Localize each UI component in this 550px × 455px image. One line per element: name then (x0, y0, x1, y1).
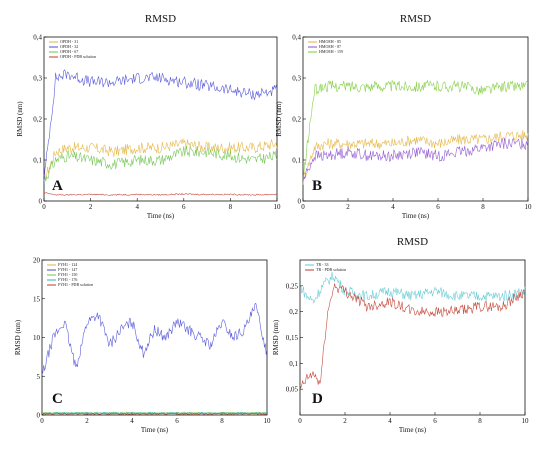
panel-d: RMSD 0 2 4 6 8 10 0,05 0,1 0,15 0,2 0,25 Time (ns) RM… (272, 236, 529, 434)
legend-label: FYH1 - 150 (58, 272, 77, 277)
x-tick-label: 2 (343, 417, 347, 425)
x-tick-label: 10 (274, 203, 282, 211)
x-tick-label: 10 (264, 417, 272, 425)
legend-label: OPDH - PDB solution (60, 54, 96, 59)
x-tick-label: 8 (478, 417, 482, 425)
y-tick-label: 0 (37, 412, 41, 420)
legend-label: FYH1 - 124 (58, 262, 77, 267)
y-tick-label: 15 (33, 295, 41, 303)
series-line-2 (302, 137, 529, 182)
y-tick-label: 0,25 (286, 282, 299, 290)
x-tick-label: 2 (89, 203, 93, 211)
y-tick-label: 0,3 (33, 75, 42, 83)
legend-label: TR - PDB solution (316, 267, 346, 272)
legend-label: OPDH - 32 (60, 44, 78, 49)
x-tick-label: 4 (388, 417, 392, 425)
series-line-3 (43, 145, 278, 182)
x-tick-label: 2 (346, 203, 350, 211)
x-tick-label: 0 (42, 203, 46, 211)
panel-letter: A (52, 178, 63, 194)
x-tick-label: 10 (522, 417, 530, 425)
x-tick-label: 6 (175, 417, 179, 425)
y-tick-label: 0,1 (292, 157, 301, 165)
x-tick-label: 4 (130, 417, 134, 425)
panel-letter: B (312, 178, 322, 194)
chart-title: RMSD (145, 13, 176, 25)
series-line-1 (43, 138, 278, 182)
x-tick-label: 0 (301, 203, 305, 211)
y-tick-label: 20 (33, 257, 41, 265)
y-tick-label: 0,1 (289, 360, 298, 368)
x-tick-label: 6 (182, 203, 186, 211)
legend-label: OPDH - 31 (60, 39, 78, 44)
y-tick-label: 0 (39, 198, 43, 206)
panel-letter: C (52, 391, 63, 407)
series-line-4 (41, 412, 268, 415)
panel-c: 0 2 4 6 8 10 0 5 10 15 20 Time (ns) RMSD (nm) FYH1 - … (14, 257, 271, 435)
x-tick-label: 8 (229, 203, 233, 211)
series-line-4 (43, 192, 277, 196)
chart-title: RMSD (397, 236, 428, 248)
y-tick-label: 0,15 (286, 334, 299, 342)
panel-a: RMSD 0 2 4 6 8 10 0 0,1 0,2 0,3 0,4 Time (ns) RMSD (n… (16, 13, 281, 220)
x-tick-label: 0 (40, 417, 44, 425)
y-tick-label: 5 (37, 373, 41, 381)
series-line-1 (299, 271, 526, 304)
legend-label: HMOEH - 159 (319, 49, 343, 54)
x-tick-label: 8 (481, 203, 485, 211)
legend-label: FYH1 - PDB solution (58, 282, 93, 287)
y-tick-label: 0,2 (289, 308, 298, 316)
x-tick-label: 0 (298, 417, 302, 425)
x-axis-label: Time (ns) (399, 426, 427, 434)
plot-frame (299, 259, 526, 416)
legend-label: OPDH - 67 (60, 49, 78, 54)
y-axis-label: RMSD (nm) (14, 319, 22, 355)
series-line-2 (43, 69, 278, 185)
legend-label: HMOEH - 87 (319, 44, 341, 49)
x-axis-label: Time (ns) (402, 212, 430, 220)
series-line-1 (302, 130, 529, 185)
x-tick-label: 6 (436, 203, 440, 211)
y-tick-label: 0,05 (286, 386, 299, 394)
y-tick-label: 10 (33, 334, 41, 342)
x-tick-label: 8 (220, 417, 224, 425)
legend-label: TR - 33 (316, 262, 328, 267)
legend-label: HMOEH - 85 (319, 39, 341, 44)
series-line-2 (41, 302, 268, 375)
legend-label: FYH1 - 147 (58, 267, 77, 272)
x-tick-label: 6 (433, 417, 437, 425)
panel-letter: D (312, 391, 323, 407)
y-axis-label: RMSD (nm) (16, 101, 24, 137)
y-tick-label: 0,4 (292, 34, 301, 42)
y-tick-label: 0 (298, 198, 302, 206)
x-axis-label: Time (ns) (141, 426, 169, 434)
panel-b: RMSD 0 2 4 6 8 10 0 0,1 0,2 0,3 0,4 Time (ns) RMSD (n… (275, 13, 532, 220)
x-tick-label: 2 (85, 417, 89, 425)
y-tick-label: 0,4 (33, 34, 42, 42)
series-line-3 (302, 79, 529, 179)
series-line-2 (299, 283, 526, 389)
x-tick-label: 10 (525, 203, 533, 211)
y-tick-label: 0,2 (292, 116, 301, 124)
y-tick-label: 0,2 (33, 116, 42, 124)
x-tick-label: 4 (135, 203, 139, 211)
y-axis-label: RMSD (nm) (275, 101, 283, 137)
y-tick-label: 0,3 (292, 75, 301, 83)
series-line-5 (41, 412, 268, 415)
legend-label: FYH1 - 176 (58, 277, 77, 282)
x-axis-label: Time (ns) (147, 212, 175, 220)
plot-frame (43, 36, 278, 202)
plot-frame (302, 36, 529, 202)
y-tick-label: 0,1 (33, 157, 42, 165)
chart-title: RMSD (400, 13, 431, 25)
y-axis-label: RMSD (nm) (272, 319, 280, 355)
x-tick-label: 4 (391, 203, 395, 211)
